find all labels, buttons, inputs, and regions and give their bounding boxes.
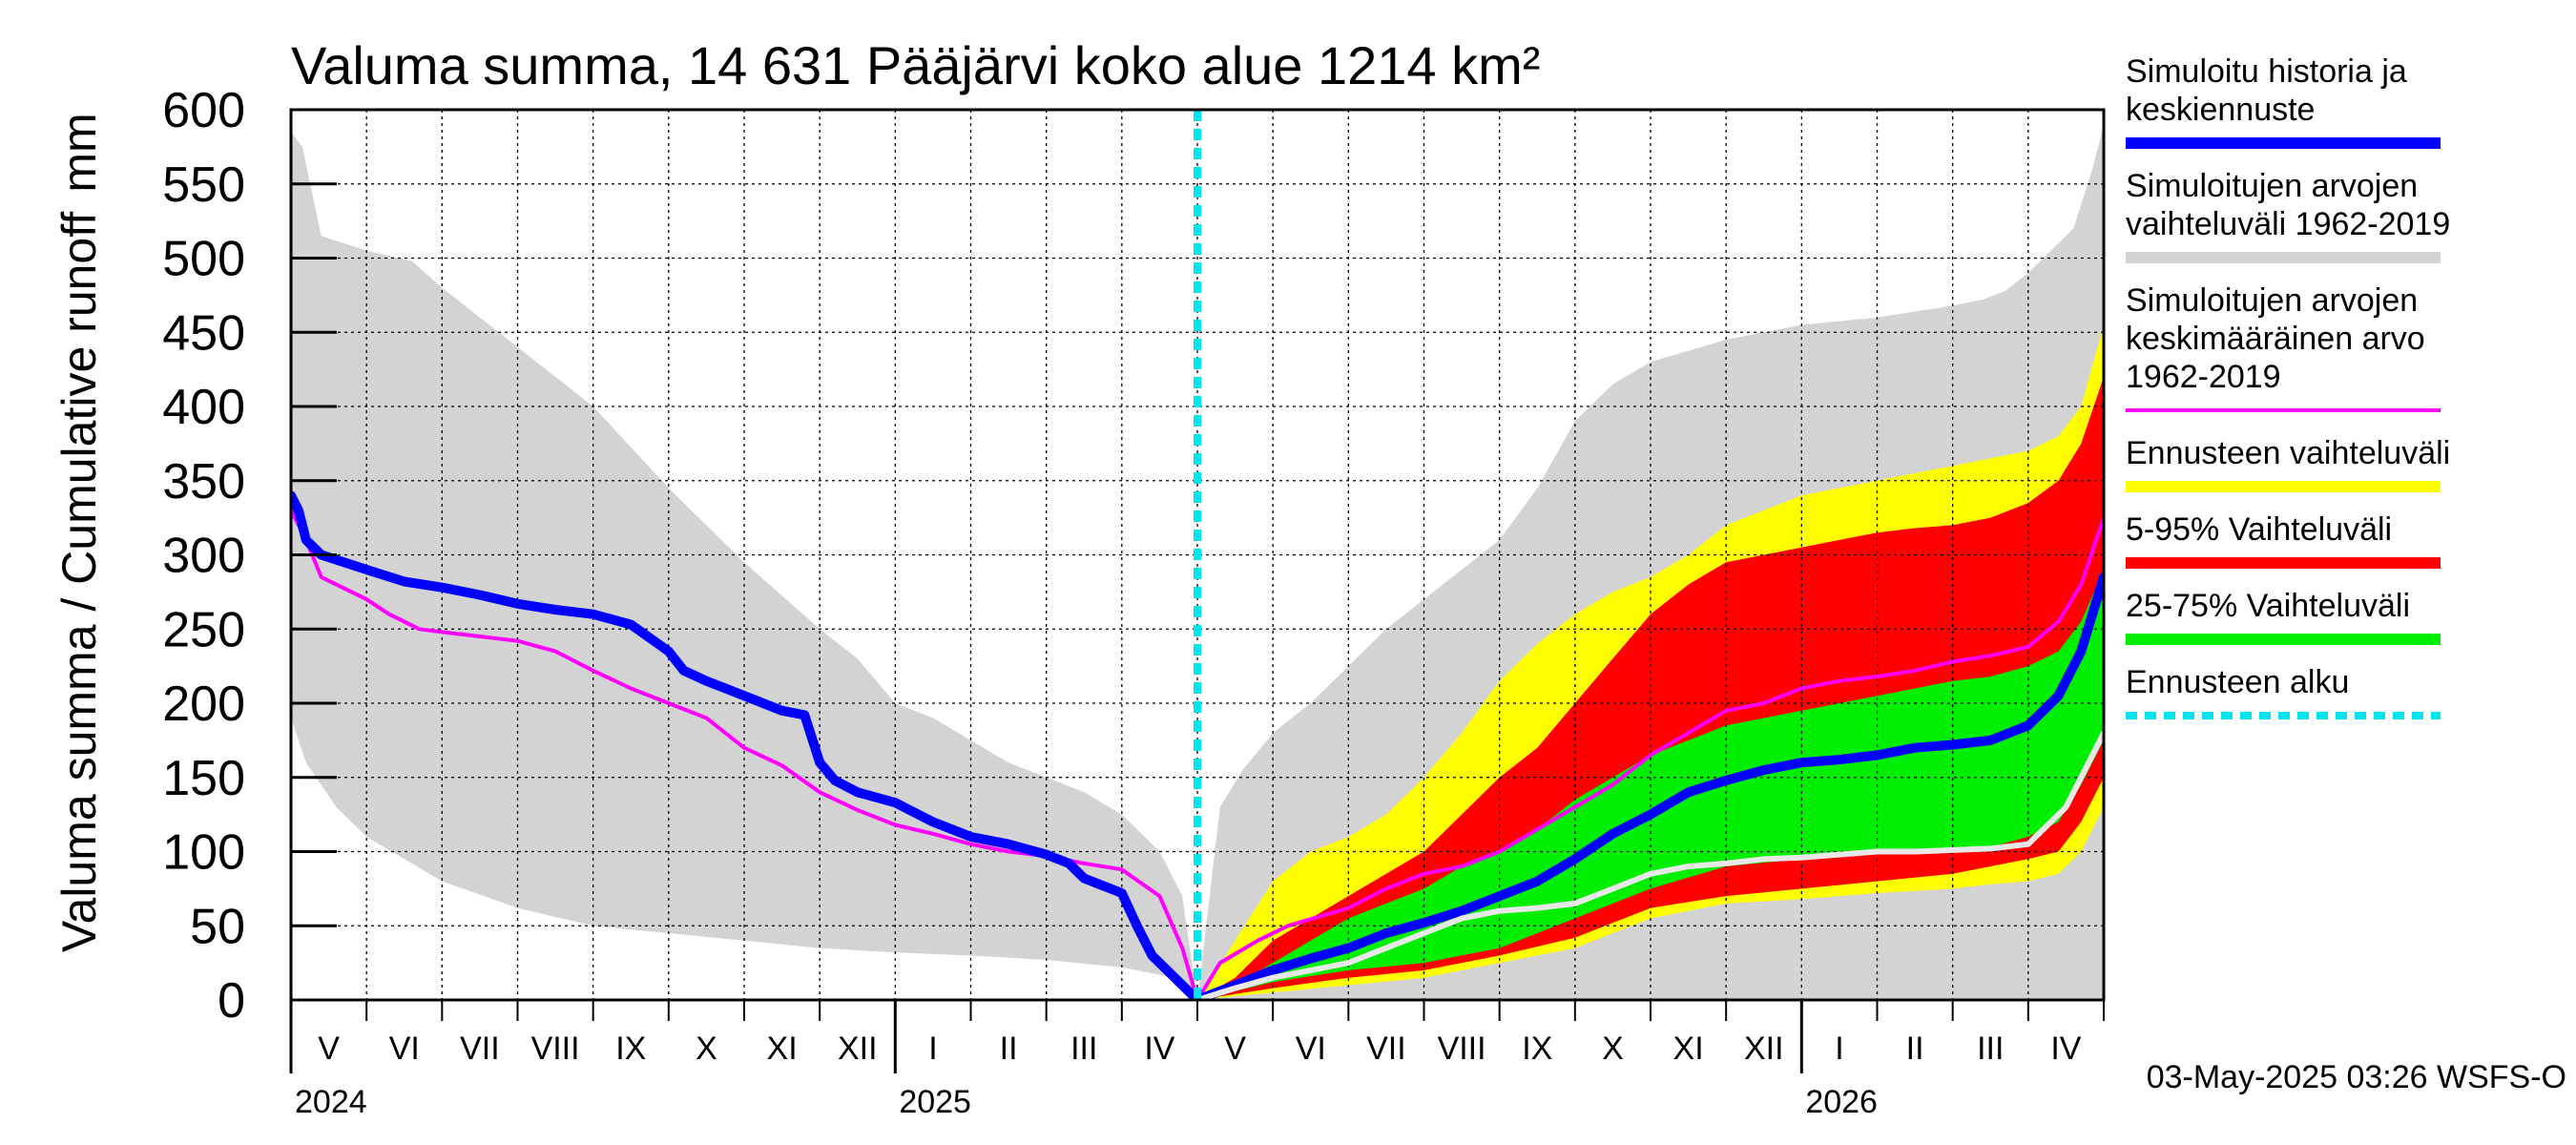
x-month-label: XI: [767, 1030, 798, 1067]
x-year-label: 2024: [295, 1084, 367, 1120]
x-month-label: VII: [1366, 1030, 1406, 1067]
y-axis-unit: mm: [52, 113, 106, 192]
x-month-label: III: [1977, 1030, 2004, 1067]
y-tick-label: 250: [162, 602, 245, 657]
x-year-label: 2026: [1805, 1084, 1878, 1120]
chart-title: Valuma summa, 14 631 Pääjärvi koko alue …: [291, 35, 1540, 95]
y-tick-label: 200: [162, 677, 245, 732]
y-tick-label: 50: [190, 899, 245, 954]
legend-label: Ennusteen alku: [2126, 664, 2349, 700]
plot-area: [291, 110, 2104, 1000]
x-month-label: XI: [1673, 1030, 1704, 1067]
y-tick-label: 400: [162, 380, 245, 435]
legend-label: vaihteluväli 1962-2019: [2126, 206, 2450, 242]
legend-label: 25-75% Vaihteluväli: [2126, 588, 2410, 624]
x-year-label: 2025: [899, 1084, 971, 1120]
y-tick-label: 550: [162, 157, 245, 213]
legend-label: Simuloitu historia ja: [2126, 53, 2407, 90]
legend-label: Ennusteen vaihteluväli: [2126, 435, 2450, 471]
x-month-label: XII: [1744, 1030, 1784, 1067]
y-tick-label: 300: [162, 529, 245, 584]
x-month-label: VI: [389, 1030, 420, 1067]
x-month-label: III: [1070, 1030, 1097, 1067]
x-month-label: V: [318, 1030, 340, 1067]
x-month-label: IV: [2050, 1030, 2081, 1067]
legend-label: keskimääräinen arvo: [2126, 321, 2425, 357]
timestamp-footer: 03-May-2025 03:26 WSFS-O: [2147, 1059, 2566, 1095]
x-month-label: I: [928, 1030, 937, 1067]
x-month-label: IX: [1522, 1030, 1552, 1067]
x-month-label: II: [1000, 1030, 1018, 1067]
y-tick-label: 350: [162, 454, 245, 510]
y-axis-label: Valuma summa / Cumulative runoff: [52, 212, 106, 952]
x-month-label: VIII: [1438, 1030, 1486, 1067]
legend-label: 5-95% Vaihteluväli: [2126, 511, 2392, 548]
x-month-label: XII: [838, 1030, 878, 1067]
y-tick-label: 450: [162, 305, 245, 361]
y-tick-label: 150: [162, 751, 245, 806]
y-tick-label: 0: [218, 973, 245, 1029]
series-line-2: [1195, 730, 2104, 1000]
legend-label: keskiennuste: [2126, 92, 2315, 128]
legend-label: Simuloitujen arvojen: [2126, 282, 2418, 319]
legend-label: Simuloitujen arvojen: [2126, 168, 2418, 204]
x-month-label: X: [1602, 1030, 1624, 1067]
series-line-1: [291, 490, 2104, 1000]
x-month-label: II: [1906, 1030, 1924, 1067]
x-month-label: VIII: [531, 1030, 580, 1067]
y-tick-label: 500: [162, 232, 245, 287]
x-month-label: V: [1224, 1030, 1246, 1067]
x-month-label: IX: [615, 1030, 646, 1067]
x-month-label: VI: [1296, 1030, 1326, 1067]
x-month-label: X: [696, 1030, 717, 1067]
plot-content: [291, 110, 2104, 1000]
series-line-0: [291, 508, 2104, 1000]
x-month-label: IV: [1144, 1030, 1174, 1067]
y-tick-label: 100: [162, 825, 245, 881]
y-tick-label: 600: [162, 83, 245, 138]
legend-label: 1962-2019: [2126, 359, 2281, 395]
x-month-label: VII: [460, 1030, 500, 1067]
x-month-label: I: [1835, 1030, 1843, 1067]
